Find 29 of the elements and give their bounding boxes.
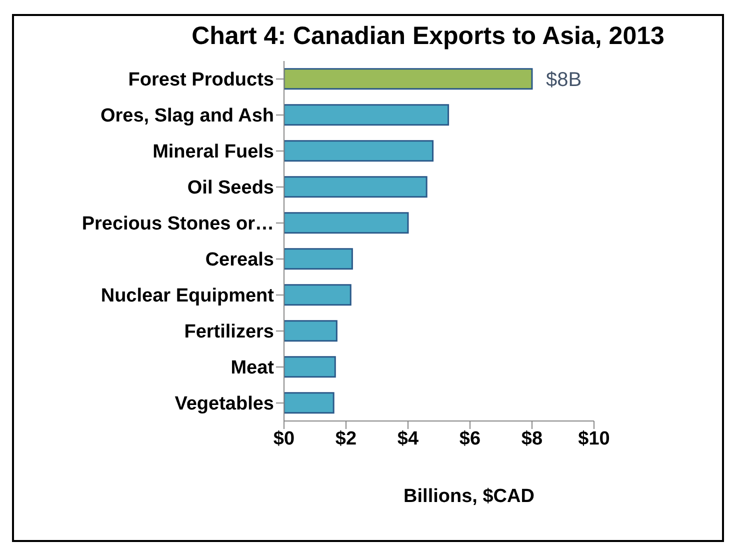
- y-tick-label: Mineral Fuels: [152, 142, 274, 163]
- bar: [284, 68, 533, 90]
- y-tick-label: Precious Stones or…: [82, 214, 274, 235]
- x-tick-label: $0: [273, 428, 295, 450]
- x-axis-title: Billions, $CAD: [402, 486, 536, 508]
- data-label: $8B: [546, 69, 582, 92]
- bar: [284, 284, 352, 306]
- x-tick-label: $2: [335, 428, 357, 450]
- bar: [284, 212, 409, 234]
- y-tick-label: Cereals: [205, 250, 274, 271]
- y-tick-label: Vegetables: [174, 394, 274, 415]
- bar: [284, 320, 338, 342]
- y-tick-label: Fertilizers: [184, 322, 274, 343]
- x-tick-label: $4: [397, 428, 419, 450]
- y-tick-label: Forest Products: [128, 70, 274, 91]
- bar: [284, 392, 334, 414]
- bar: [284, 248, 353, 270]
- y-tick-label: Meat: [230, 358, 275, 379]
- chart-title: Chart 4: Canadian Exports to Asia, 2013: [190, 22, 666, 51]
- x-tick-label: $8: [521, 428, 543, 450]
- x-tick-label: $6: [459, 428, 481, 450]
- bar: [284, 356, 336, 378]
- y-tick-label: Nuclear Equipment: [100, 286, 275, 307]
- bar: [284, 176, 428, 198]
- bar: [284, 104, 450, 126]
- y-tick-label: Ores, Slag and Ash: [100, 106, 274, 127]
- x-tick-label: $10: [578, 428, 610, 450]
- bar: [284, 140, 434, 162]
- y-tick-label: Oil Seeds: [187, 178, 274, 199]
